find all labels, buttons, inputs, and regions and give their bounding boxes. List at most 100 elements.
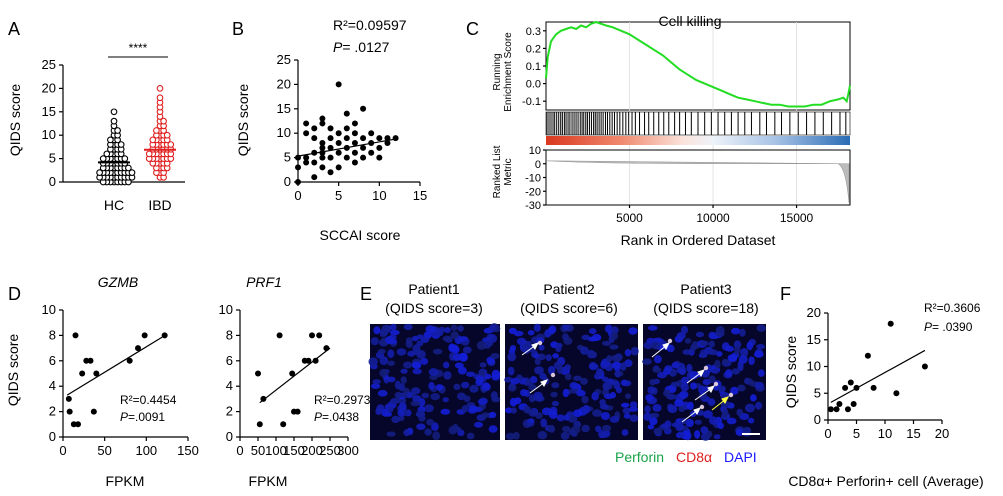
b-ytick-label: 10 — [277, 125, 291, 140]
e-patient1-title: Patient1 — [408, 281, 460, 297]
e-nucleus — [726, 417, 737, 425]
f-xtick-label: 20 — [935, 426, 949, 441]
b-point — [327, 135, 334, 142]
c-plot-area: -0.1 0.0 0.1 0.2 0.3 10 0 -10-20 -30 5000 10000 150… — [522, 20, 851, 225]
e-nucleus — [453, 383, 461, 390]
e-nucleus — [411, 387, 421, 395]
e-nucleus — [416, 350, 426, 359]
e-nucleus — [642, 358, 652, 365]
b-point — [368, 149, 375, 156]
e-nucleus — [391, 415, 401, 423]
e-nucleus — [562, 333, 569, 341]
d-left-ytick-label: 6 — [49, 353, 56, 368]
a-ytick-label: 15 — [42, 104, 56, 119]
e-nucleus — [401, 392, 408, 398]
e-nucleus — [668, 368, 677, 377]
e-nucleus — [680, 325, 689, 334]
e-nucleus — [630, 346, 639, 356]
e-nucleus — [746, 341, 754, 351]
e-nucleus — [551, 400, 560, 407]
d-right-xtick-label: 250 — [319, 443, 341, 458]
e-nucleus — [667, 404, 678, 414]
e-nucleus — [707, 398, 716, 406]
e-nucleus — [620, 362, 627, 371]
b-ylabel: QIDS score — [235, 84, 251, 157]
e-nucleus — [592, 409, 603, 417]
f-ylabel: QIDS score — [783, 336, 799, 409]
e-nucleus — [545, 354, 552, 362]
a-point-ibd — [156, 85, 164, 92]
f-xtick-label: 5 — [853, 426, 860, 441]
e-nucleus — [435, 384, 444, 391]
e-nucleus — [510, 407, 517, 414]
e-positive-cell — [703, 365, 709, 371]
b-point — [384, 135, 391, 142]
b-point — [335, 149, 342, 156]
d-right-ytick-label: 4 — [226, 378, 233, 393]
f-point — [844, 406, 851, 413]
e-nucleus — [599, 432, 609, 439]
e-nucleus — [582, 404, 591, 414]
e-nucleus — [457, 366, 467, 375]
c-metric-ytick-label: -30 — [525, 200, 541, 212]
e-nucleus — [569, 382, 579, 390]
e-nucleus — [610, 326, 619, 335]
e-nucleus — [528, 394, 536, 403]
e-nucleus — [753, 351, 764, 358]
f-point — [850, 400, 857, 407]
e-nucleus — [507, 366, 515, 376]
e-nucleus — [647, 424, 655, 430]
c-metric-frame — [545, 149, 851, 206]
b-point — [376, 154, 383, 161]
e-positive-cell — [699, 404, 705, 410]
b-point — [335, 139, 342, 146]
e-nucleus — [725, 369, 733, 377]
a-point-ibd — [149, 136, 157, 144]
b-point — [343, 154, 350, 161]
e-nucleus — [601, 340, 612, 346]
e-nucleus — [588, 328, 597, 335]
d-left-xtick-label: 100 — [135, 443, 157, 458]
b-point — [327, 154, 334, 161]
e-nucleus — [461, 405, 469, 413]
e-nucleus — [625, 393, 631, 400]
e-nucleus — [591, 333, 602, 342]
e-nucleus — [432, 431, 441, 441]
e-nucleus — [652, 378, 661, 385]
e-nucleus — [678, 405, 685, 413]
d-left-point — [72, 332, 79, 339]
d-right-point — [280, 421, 287, 428]
e-nucleus — [505, 407, 513, 414]
b-point — [303, 159, 310, 166]
d-right-xtick-label: 0 — [236, 443, 243, 458]
d-left-r2: R²=0.4454 — [120, 393, 177, 407]
e-nucleus — [720, 400, 730, 408]
e-nucleus — [690, 344, 697, 352]
e-nucleus — [698, 385, 706, 395]
b-ytick-label: 5 — [284, 150, 291, 165]
e-nucleus — [425, 325, 436, 334]
e-nucleus — [564, 373, 572, 381]
e-nucleus — [488, 425, 498, 433]
d-right-ytick-label: 2 — [226, 404, 233, 419]
e-legend-dapi: DAPI — [724, 449, 757, 465]
e-nucleus — [370, 337, 379, 346]
a-point-ibd — [156, 94, 164, 102]
c-es-frame — [545, 21, 851, 111]
e-nucleus — [721, 411, 728, 418]
e-nucleus — [420, 336, 430, 343]
e-nucleus — [708, 375, 716, 384]
b-point — [319, 139, 326, 146]
e-nucleus — [379, 331, 387, 338]
e-nucleus — [738, 355, 748, 364]
e-nucleus — [474, 421, 483, 428]
e-legend-perforin: Perforin — [615, 449, 664, 465]
e-nucleus — [560, 431, 570, 440]
d-left-xtick-label: 0 — [59, 443, 66, 458]
e-nucleus — [403, 323, 413, 331]
e-nucleus — [440, 408, 451, 415]
e-nucleus — [381, 408, 390, 417]
e-nucleus — [373, 326, 381, 335]
